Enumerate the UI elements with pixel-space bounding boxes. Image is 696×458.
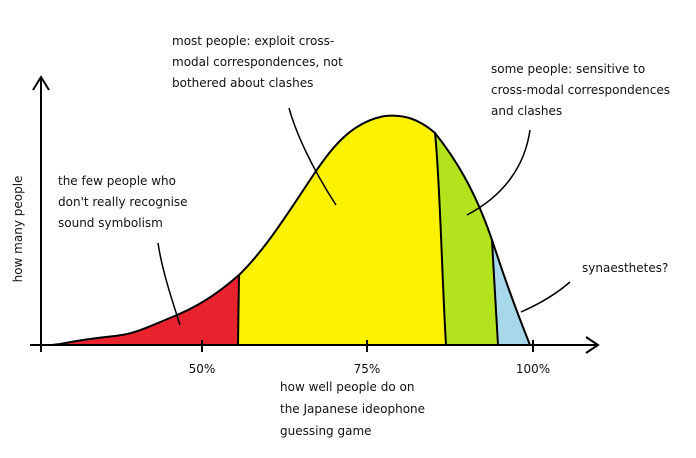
y-axis-arrow — [32, 75, 50, 91]
annotation-few-line-1: the few people who — [58, 174, 176, 188]
tick-label-100: 100% — [516, 362, 550, 376]
pointer-few — [157, 242, 181, 326]
x-axis-label-line-2: the Japanese ideophone — [280, 402, 425, 416]
region-some — [435, 133, 498, 345]
region-most — [239, 115, 446, 346]
annotation-most-line-3: bothered about clashes — [172, 76, 313, 90]
pointer-some — [466, 129, 531, 216]
annotation-some-line-3: and clashes — [491, 104, 562, 118]
x-axis-arrow — [585, 336, 600, 354]
divider-most-some — [434, 132, 447, 346]
annotation-synaesthetes: synaesthetes? — [582, 261, 668, 275]
region-few — [52, 275, 239, 345]
divider-few-most — [237, 274, 240, 346]
annotation-some-line-2: cross-modal correspondences — [491, 83, 670, 97]
x-axis-label-line-3: guessing game — [280, 424, 372, 438]
x-axis-label-line-1: how well people do on — [280, 380, 414, 394]
divider-some-synaesthetes — [491, 239, 499, 346]
pointer-most — [288, 107, 337, 206]
tick-label-50: 50% — [189, 362, 216, 376]
annotation-most-line-2: modal correspondences, not — [172, 55, 343, 69]
annotation-some-line-1: some people: sensitive to — [491, 62, 645, 76]
pointer-synaesthetes — [520, 281, 571, 313]
y-axis-label: how many people — [11, 176, 25, 283]
annotation-few-line-3: sound symbolism — [58, 216, 163, 230]
tick-label-75: 75% — [354, 362, 381, 376]
region-synaesthetes — [492, 240, 530, 345]
annotation-most-line-1: most people: exploit cross- — [172, 34, 334, 48]
annotation-few-line-2: don't really recognise — [58, 195, 188, 209]
